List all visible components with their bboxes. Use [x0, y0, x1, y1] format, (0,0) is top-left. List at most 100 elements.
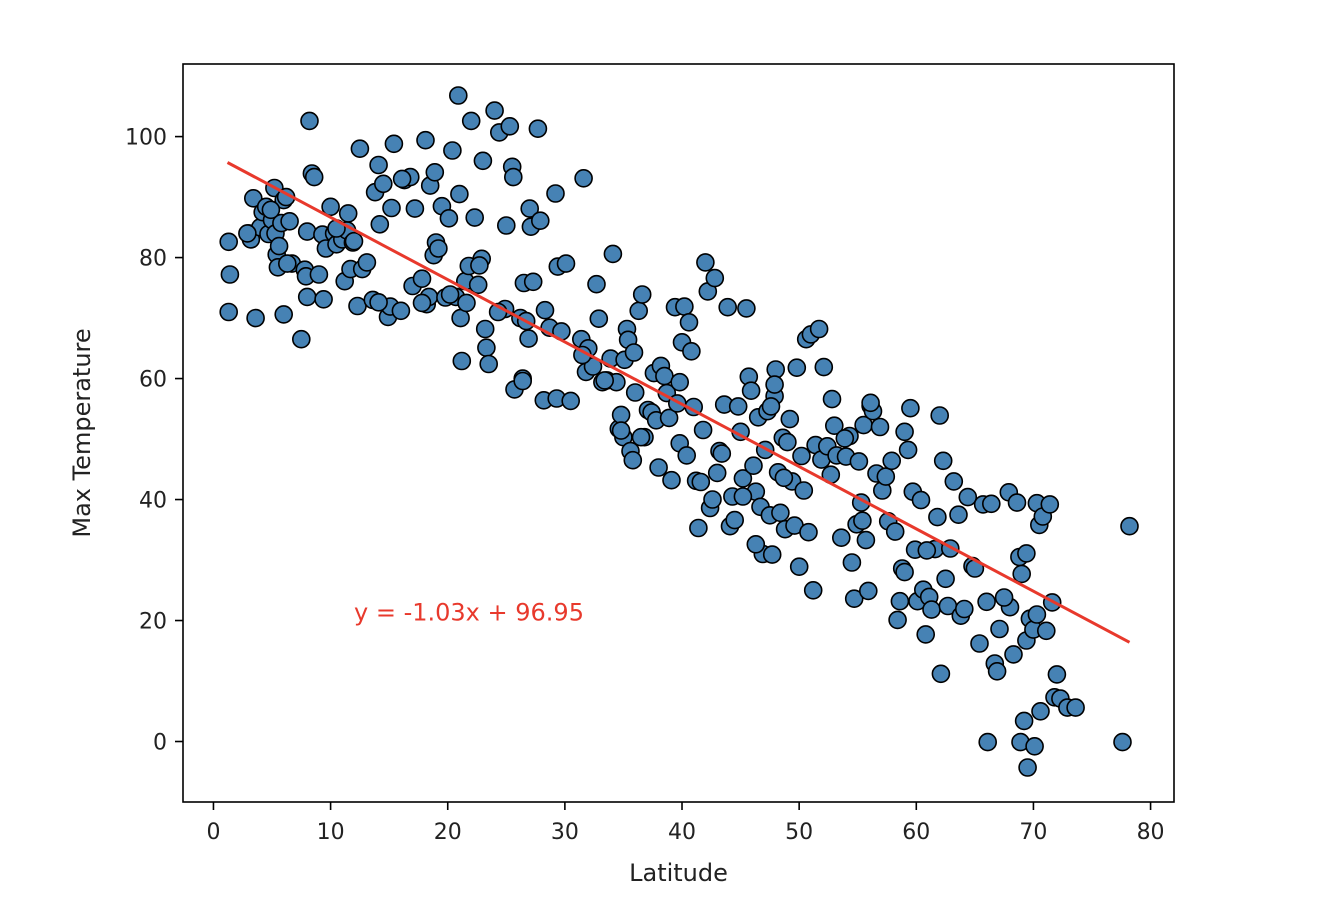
data-point: [269, 236, 289, 256]
data-point: [530, 211, 550, 230]
data-point: [949, 505, 968, 525]
data-point: [780, 409, 800, 429]
data-point: [513, 371, 533, 391]
data-point: [528, 119, 548, 138]
data-point: [1047, 665, 1067, 684]
data-point: [774, 468, 794, 488]
data-point: [625, 383, 645, 402]
data-point: [822, 389, 842, 409]
data-point: [344, 231, 364, 251]
data-point: [761, 397, 781, 416]
data-point: [611, 405, 631, 425]
data-point: [624, 343, 644, 362]
data-point: [425, 163, 445, 182]
x-tick-label: 70: [1019, 820, 1047, 845]
regression-equation-annotation: y = -1.03x + 96.95: [354, 599, 584, 627]
data-point: [662, 470, 681, 490]
data-point: [439, 209, 459, 228]
data-point: [280, 212, 299, 231]
x-tick-label: 60: [902, 820, 930, 845]
x-tick-label: 80: [1137, 820, 1165, 845]
y-axis-ticks: 0 20 40 60 80 100: [125, 126, 183, 756]
data-point: [792, 446, 811, 466]
data-point: [888, 610, 907, 630]
data-point: [450, 184, 469, 204]
data-point: [911, 490, 931, 510]
data-point: [944, 472, 964, 491]
data-point: [689, 518, 708, 538]
data-point: [309, 265, 329, 284]
data-point: [744, 456, 763, 476]
regression-line: [226, 161, 1131, 644]
data-point: [1031, 701, 1050, 721]
data-point: [765, 375, 784, 394]
data-point: [885, 522, 905, 541]
data-point: [844, 589, 864, 609]
data-point: [977, 592, 996, 612]
data-point: [475, 319, 495, 339]
y-tick-label: 20: [139, 610, 167, 635]
data-point: [1017, 544, 1036, 563]
data-point: [429, 239, 448, 258]
data-point: [994, 588, 1014, 607]
data-point: [890, 591, 910, 611]
data-point: [746, 534, 766, 554]
data-point: [809, 319, 829, 339]
data-point: [219, 232, 238, 252]
data-point: [655, 366, 674, 386]
data-point: [978, 732, 998, 752]
x-tick-label: 10: [317, 820, 345, 845]
data-point: [443, 141, 462, 160]
data-point: [789, 557, 809, 577]
data-point: [922, 600, 941, 619]
data-point: [1014, 711, 1034, 731]
x-tick-label: 0: [206, 820, 220, 845]
data-point: [261, 200, 281, 220]
x-tick-label: 50: [785, 820, 813, 845]
data-point: [500, 117, 520, 136]
data-point: [348, 296, 367, 316]
data-point: [835, 429, 855, 448]
data-point: [1004, 645, 1023, 664]
data-point: [1113, 732, 1132, 752]
x-axis-ticks: 0 10 20 30 40 50 60 70 80: [206, 802, 1165, 845]
data-point: [520, 199, 540, 218]
data-point: [338, 204, 358, 223]
data-point: [930, 406, 950, 425]
data-point: [718, 297, 738, 317]
data-point: [503, 167, 523, 187]
y-tick-label: 80: [139, 247, 167, 272]
data-point: [623, 450, 643, 470]
data-point: [238, 224, 257, 243]
y-tick-label: 40: [139, 489, 167, 514]
data-point: [461, 111, 481, 131]
data-point: [611, 421, 631, 440]
data-point: [304, 167, 324, 187]
data-point: [631, 427, 651, 447]
data-point: [382, 198, 401, 218]
data-point: [679, 312, 699, 332]
data-point: [314, 289, 333, 309]
data-point: [632, 285, 652, 304]
data-point: [440, 285, 460, 304]
data-point: [936, 569, 955, 589]
data-point: [824, 416, 844, 436]
data-point: [762, 545, 782, 564]
data-point: [876, 467, 896, 486]
data-point: [561, 391, 581, 411]
data-point: [321, 197, 340, 217]
y-tick-label: 0: [153, 731, 167, 756]
data-point: [219, 302, 238, 322]
data-point: [369, 292, 388, 312]
data-point: [677, 446, 697, 465]
data-point: [384, 134, 404, 154]
data-point: [556, 254, 576, 273]
data-point: [373, 174, 393, 194]
data-point: [391, 301, 411, 321]
data-point: [898, 440, 918, 460]
y-tick-label: 60: [139, 368, 167, 393]
regression-line-group: [226, 161, 1131, 644]
data-point: [297, 222, 317, 241]
x-tick-label: 20: [434, 820, 462, 845]
